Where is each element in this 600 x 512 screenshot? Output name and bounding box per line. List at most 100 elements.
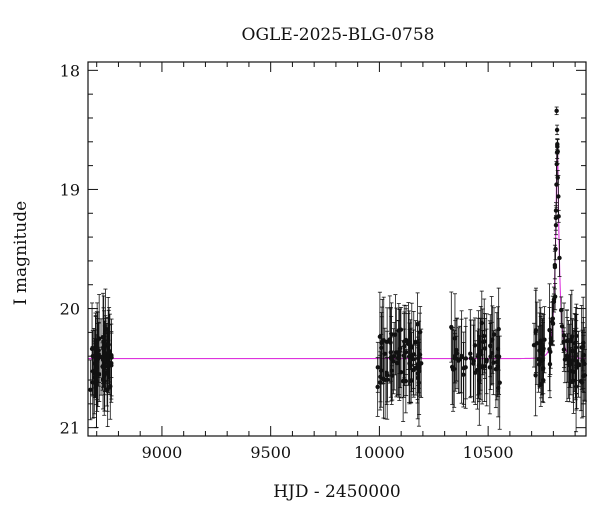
data-marker [380, 339, 385, 344]
data-point [553, 215, 559, 236]
data-point [396, 303, 402, 358]
data-marker [457, 357, 463, 362]
data-marker [552, 264, 558, 270]
model-curve [88, 144, 586, 360]
y-tick-label: 18 [60, 61, 80, 80]
data-point [537, 342, 542, 387]
data-marker [108, 384, 113, 389]
data-marker [555, 175, 560, 180]
data-point [554, 106, 559, 116]
data-marker [476, 352, 481, 357]
data-point [415, 292, 420, 356]
data-point [401, 313, 407, 398]
data-point [484, 328, 489, 395]
data-point [548, 331, 554, 345]
data-marker [554, 127, 560, 133]
y-tick-label: 19 [60, 180, 80, 199]
data-point [88, 359, 93, 421]
data-marker [417, 363, 422, 368]
data-point [452, 333, 458, 384]
data-marker [553, 246, 558, 252]
data-point [552, 244, 558, 290]
data-marker [550, 316, 556, 321]
data-marker [96, 348, 101, 353]
y-axis-label: I magnitude [11, 201, 31, 305]
data-point [496, 287, 501, 371]
data-marker [540, 343, 545, 348]
data-marker [552, 294, 558, 299]
model-curve-layer [88, 144, 586, 360]
data-marker [553, 222, 559, 228]
data-point [547, 330, 553, 399]
data-marker [461, 372, 466, 377]
data-marker [93, 367, 98, 373]
data-point [96, 322, 101, 378]
x-tick-label: 10500 [463, 443, 514, 462]
data-marker [393, 332, 398, 337]
y-tick-label: 20 [60, 300, 80, 319]
data-point [463, 317, 469, 400]
data-point [557, 239, 562, 277]
data-point [93, 342, 98, 397]
data-point [495, 358, 501, 418]
data-point [450, 329, 455, 405]
data-marker [495, 364, 500, 369]
data-marker [491, 332, 497, 337]
data-marker [103, 327, 108, 332]
data-marker [536, 356, 541, 362]
data-point [534, 301, 540, 385]
data-marker [88, 387, 93, 393]
data-marker [479, 320, 484, 326]
data-marker [468, 351, 473, 356]
data-marker [391, 359, 396, 364]
data-marker [555, 141, 560, 147]
data-marker [497, 380, 502, 385]
data-point [102, 325, 107, 396]
data-point [471, 324, 476, 403]
data-points-layer [88, 106, 588, 433]
plot-frame [87, 61, 587, 437]
data-marker [104, 371, 110, 376]
data-marker [411, 356, 416, 362]
y-axis: 18 19 20 21 [60, 61, 586, 438]
data-marker [533, 328, 539, 333]
data-marker [106, 342, 111, 347]
data-point [457, 325, 463, 393]
data-marker [98, 354, 104, 360]
data-point [550, 295, 556, 342]
data-marker [556, 194, 561, 199]
data-point [558, 296, 564, 324]
data-point [375, 356, 380, 417]
data-marker [401, 353, 407, 358]
data-point [489, 296, 494, 386]
data-marker [388, 350, 394, 355]
data-marker [473, 370, 478, 375]
data-point [555, 169, 560, 186]
data-marker [89, 346, 95, 352]
data-marker [477, 378, 482, 383]
x-axis-label: HJD - 2450000 [273, 482, 401, 502]
data-marker [534, 341, 540, 346]
data-marker [570, 348, 575, 353]
data-point [388, 307, 394, 398]
data-marker [468, 355, 474, 361]
data-marker [452, 356, 458, 361]
chart-title: OGLE-2025-BLG-0758 [242, 25, 435, 45]
data-marker [471, 361, 476, 366]
data-point [449, 291, 454, 363]
data-point [564, 309, 570, 402]
data-point [106, 309, 111, 380]
data-point [468, 309, 473, 399]
data-marker [548, 336, 554, 341]
data-marker [105, 387, 110, 393]
x-tick-label: 9000 [142, 443, 183, 462]
data-marker [559, 324, 565, 329]
data-marker [561, 347, 567, 352]
data-marker [415, 371, 420, 376]
x-tick-label: 9500 [250, 443, 291, 462]
data-point [552, 283, 558, 311]
data-point [573, 331, 579, 381]
data-marker [375, 384, 380, 390]
data-marker [554, 108, 559, 114]
